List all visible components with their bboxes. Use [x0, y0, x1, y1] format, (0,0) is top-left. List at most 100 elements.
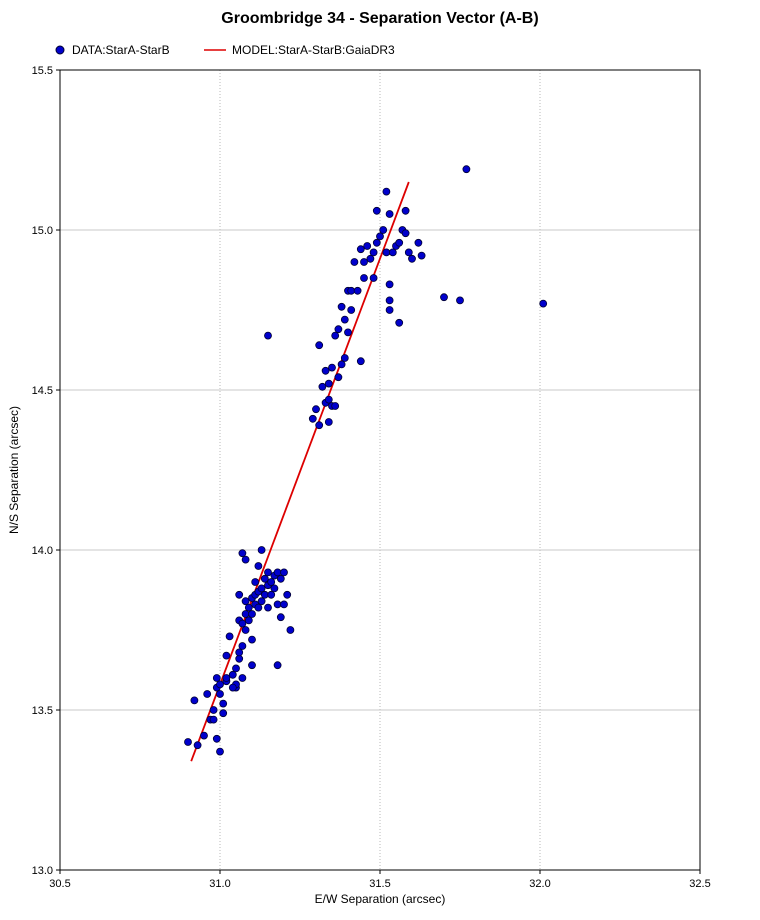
data-point: [254, 562, 263, 570]
data-point: [395, 318, 404, 327]
data-point: [238, 642, 247, 650]
data-point: [280, 568, 288, 577]
data-point: [334, 373, 343, 382]
data-point: [232, 664, 240, 673]
data-point: [264, 331, 272, 340]
data-point: [209, 706, 218, 714]
data-point: [369, 248, 378, 257]
y-tick-label: 14.5: [32, 385, 53, 397]
data-point: [228, 683, 237, 692]
data-point: [254, 603, 263, 612]
data-point: [382, 248, 391, 257]
y-tick-label: 15.0: [32, 225, 53, 237]
data-point: [324, 379, 333, 388]
data-point: [318, 382, 327, 391]
data-point: [388, 248, 397, 257]
data-point: [260, 574, 269, 583]
x-tick-label: 31.5: [369, 878, 390, 890]
data-point: [190, 696, 199, 705]
legend-marker-data: [55, 45, 65, 55]
chart-title: Groombridge 34 - Separation Vector (A-B): [221, 10, 539, 27]
data-point: [264, 603, 272, 612]
y-tick-label: 14.0: [32, 545, 53, 557]
data-point: [248, 661, 256, 670]
data-point: [273, 568, 282, 577]
data-point: [366, 254, 375, 263]
data-point: [273, 600, 282, 609]
data-point: [241, 555, 250, 564]
data-point: [209, 715, 218, 724]
data-point: [280, 600, 288, 609]
data-point: [331, 402, 340, 410]
data-point: [331, 331, 340, 340]
data-point: [248, 635, 256, 644]
x-tick-label: 32.0: [529, 878, 550, 890]
data-point: [356, 245, 365, 254]
data-point: [267, 578, 276, 586]
data-point: [264, 568, 272, 577]
data-point: [228, 670, 237, 679]
data-point: [372, 238, 381, 247]
data-point: [216, 680, 224, 689]
data-point: [251, 578, 260, 586]
data-point: [235, 654, 244, 663]
data-point: [353, 286, 362, 295]
data-point: [344, 328, 352, 337]
data-point: [414, 238, 423, 247]
data-point: [385, 296, 394, 305]
data-point: [283, 590, 292, 599]
data-point: [238, 674, 247, 682]
legend-label-model: MODEL:StarA-StarB:GaiaDR3: [232, 43, 395, 57]
data-point: [200, 731, 208, 740]
data-point: [222, 651, 231, 660]
data-point: [385, 280, 394, 289]
data-point: [276, 613, 285, 622]
data-point: [379, 226, 388, 234]
data-point: [462, 165, 471, 174]
data-point: [337, 302, 346, 311]
data-point: [340, 354, 349, 362]
data-point: [212, 734, 221, 743]
data-point: [257, 546, 266, 554]
data-point: [350, 258, 359, 266]
data-point: [225, 632, 234, 641]
data-point: [417, 251, 426, 260]
data-point: [241, 597, 250, 606]
model-line: [190, 181, 410, 762]
data-point: [324, 395, 333, 404]
data-point: [315, 421, 324, 430]
data-point: [203, 690, 212, 698]
data-point: [257, 597, 266, 606]
data-point: [238, 619, 247, 628]
data-point: [212, 674, 221, 682]
data-point: [385, 210, 394, 218]
data-point: [401, 206, 410, 215]
data-point: [241, 626, 250, 634]
data-point: [385, 306, 394, 314]
data-point: [267, 590, 276, 599]
data-point: [248, 610, 256, 618]
data-point: [456, 296, 464, 305]
y-tick-label: 13.5: [32, 705, 53, 717]
axis-ticks: 30.5 31.0 31.5 32.0 32.5 13.0 13.5 14.0 14.5 15.0…: [32, 65, 711, 890]
data-point: [257, 584, 266, 593]
data-point: [244, 616, 253, 625]
data-point: [334, 325, 343, 334]
grid: [60, 70, 700, 870]
series-layer: [184, 165, 548, 762]
data-point: [219, 709, 228, 718]
data-point: [337, 360, 346, 369]
data-point: [260, 590, 269, 599]
data-point: [356, 357, 365, 366]
x-tick-label: 30.5: [49, 878, 70, 890]
data-point: [372, 206, 381, 215]
data-point: [363, 242, 372, 250]
data-point: [369, 274, 378, 282]
y-axis-label: N/S Separation (arcsec): [7, 406, 21, 534]
data-point: [276, 574, 285, 583]
data-point: [376, 232, 384, 241]
data-point: [273, 661, 282, 670]
data-point: [312, 405, 320, 414]
data-point: [244, 603, 253, 612]
